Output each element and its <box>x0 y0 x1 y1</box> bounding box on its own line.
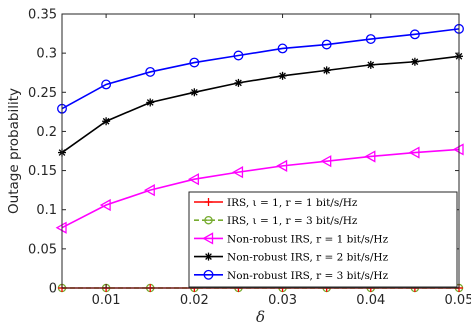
x-tick-label: 0.05 <box>445 293 471 308</box>
series-4-point-6 <box>278 71 287 80</box>
series-4-point-5 <box>234 78 243 87</box>
series-3-point-4 <box>187 173 199 186</box>
legend-marker <box>204 198 213 206</box>
legend-label: IRS, ι = 1, r = 1 bit/s/Hz <box>227 197 358 209</box>
series-5-point-6 <box>277 43 288 54</box>
legend: IRS, ι = 1, r = 1 bit/s/Hz IRS, ι = 1, r … <box>188 191 458 288</box>
series-4 <box>58 52 463 157</box>
x-axis-label: δ <box>256 308 265 326</box>
series-5-point-4 <box>189 57 200 68</box>
series-5-point-7 <box>321 39 332 50</box>
axes-layer <box>61 13 460 289</box>
legend-label: Non-robust IRS, r = 1 bit/s/Hz <box>227 233 389 245</box>
series-3-point-2 <box>99 198 111 212</box>
series-5-point-5 <box>233 50 244 61</box>
series-5-point-2 <box>101 79 112 90</box>
y-tick-label: 0.3 <box>36 47 57 62</box>
series-4-point-8 <box>366 60 375 69</box>
series-3-point-7 <box>320 155 332 168</box>
y-tick-label: 0.25 <box>28 86 57 101</box>
legend-label: IRS, ι = 1, r = 3 bit/s/Hz <box>227 215 358 227</box>
series-4-point-2 <box>102 117 111 126</box>
series-5-point-8 <box>365 34 376 45</box>
legend-marker <box>204 215 213 225</box>
legend-marker <box>202 232 214 245</box>
series-4-point-3 <box>146 98 155 107</box>
legend-label: Non-robust IRS, r = 3 bit/s/Hz <box>227 270 389 282</box>
y-tick-label: 0.35 <box>28 8 57 23</box>
y-tick-label: 0.15 <box>28 164 57 179</box>
legend-entry-4: Non-robust IRS, r = 2 bit/s/Hz <box>194 252 389 264</box>
series-5-point-3 <box>145 66 156 77</box>
series-4-point-9 <box>410 57 419 66</box>
y-tick-label: 0 <box>49 282 57 297</box>
series-3-point-5 <box>232 166 244 179</box>
y-axis-label: Outage probability <box>6 88 22 214</box>
series-4-point-4 <box>190 88 199 97</box>
legend-label: Non-robust IRS, r = 2 bit/s/Hz <box>227 252 389 264</box>
y-tick-label: 0.05 <box>28 242 57 257</box>
x-tick-label: 0.02 <box>180 293 209 308</box>
legend-box <box>188 191 458 288</box>
legend-entry-1: IRS, ι = 1, r = 1 bit/s/Hz <box>194 197 358 209</box>
series-4-line <box>61 55 460 154</box>
legend-entry-2: IRS, ι = 1, r = 3 bit/s/Hz <box>194 215 358 227</box>
legend-marker <box>203 269 214 280</box>
series-3-point-3 <box>143 184 155 197</box>
axes-box <box>61 13 460 289</box>
legend-entry-5: Non-robust IRS, r = 3 bit/s/Hz <box>194 270 389 282</box>
series-3-point-9 <box>408 146 420 159</box>
series-5-point-9 <box>409 29 420 40</box>
series-3-point-6 <box>276 159 288 172</box>
legend-entry-3: Non-robust IRS, r = 1 bit/s/Hz <box>194 232 389 245</box>
series-3-point-8 <box>364 150 376 163</box>
series-3-line <box>61 148 460 229</box>
x-tick-label: 0.03 <box>268 293 297 308</box>
series-4-point-7 <box>322 66 331 75</box>
series-5-line <box>61 28 460 110</box>
y-tick-label: 0.1 <box>36 203 57 218</box>
x-tick-label: 0.04 <box>356 293 385 308</box>
x-tick-label: 0.01 <box>92 293 121 308</box>
y-tick-label: 0.2 <box>36 125 57 140</box>
legend-marker <box>204 252 213 261</box>
